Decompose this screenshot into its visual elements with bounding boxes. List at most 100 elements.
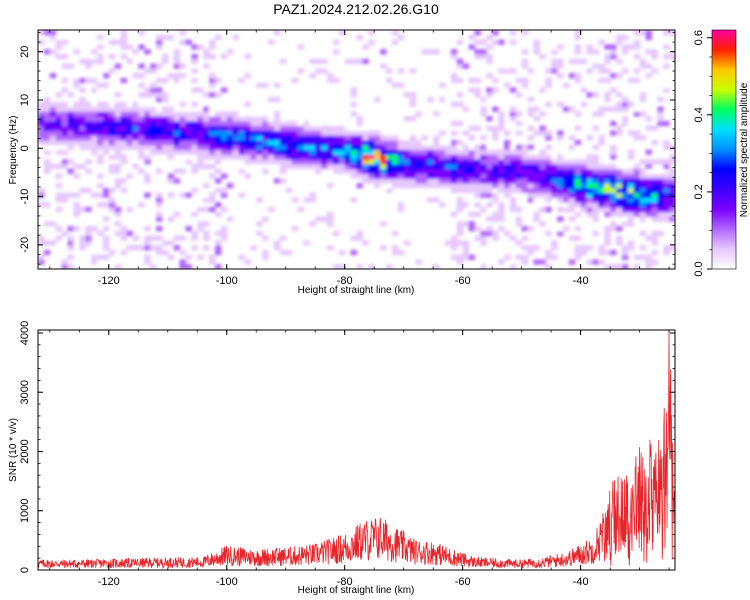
- heatmap-cell: [315, 173, 322, 179]
- heatmap-cell: [498, 211, 505, 218]
- heatmap-cell: [498, 163, 505, 170]
- heatmap-cell: [209, 139, 216, 146]
- heatmap-cell: [203, 163, 210, 170]
- heatmap-cell: [209, 111, 216, 117]
- heatmap-cell: [403, 240, 411, 246]
- heatmap-cell: [639, 63, 647, 69]
- heatmap-cell: [474, 87, 481, 93]
- heatmap-cell: [562, 159, 570, 165]
- heatmap-cell: [191, 44, 198, 50]
- heatmap-cell: [545, 182, 552, 189]
- heatmap-cell: [173, 106, 181, 112]
- heatmap-cell: [462, 240, 470, 246]
- heatmap-cell: [421, 135, 428, 141]
- heatmap-cell: [539, 154, 546, 160]
- heatmap-cell: [327, 144, 334, 151]
- heatmap-cell: [592, 63, 599, 69]
- heatmap-cell: [468, 178, 476, 184]
- heatmap-cell: [621, 254, 629, 261]
- heatmap-cell: [456, 92, 464, 98]
- heatmap-cell: [144, 240, 151, 246]
- heatmap-cell: [362, 159, 369, 165]
- heatmap-cell: [574, 163, 582, 170]
- heatmap-cell: [291, 130, 299, 136]
- heatmap-cell: [639, 159, 647, 165]
- heatmap-cell: [191, 111, 198, 117]
- heatmap-cell: [521, 154, 529, 160]
- heatmap-cell: [621, 116, 629, 122]
- heatmap-cell: [557, 159, 564, 165]
- heatmap-cell: [338, 159, 346, 165]
- heatmap-cell: [433, 135, 440, 141]
- heatmap-cell: [604, 187, 611, 194]
- heatmap-cell: [214, 187, 222, 194]
- heatmap-cell: [468, 225, 476, 232]
- heatmap-cell: [450, 211, 458, 218]
- heatmap-cell: [256, 125, 263, 131]
- heatmap-cell: [657, 192, 664, 198]
- heatmap-cell: [291, 135, 299, 141]
- heatmap-cell: [55, 44, 63, 50]
- heatmap-cell: [297, 68, 305, 74]
- heatmap-cell: [108, 206, 116, 213]
- heatmap-cell: [651, 216, 658, 222]
- heatmap-cell: [409, 116, 417, 122]
- heatmap-cell: [268, 139, 275, 146]
- heatmap-cell: [669, 173, 675, 179]
- snr-frame: [37, 329, 676, 571]
- heatmap-cell: [108, 149, 116, 155]
- heatmap-cell: [627, 101, 635, 108]
- heatmap-cell: [132, 245, 139, 251]
- heatmap-cell: [332, 125, 340, 131]
- heatmap-cell: [185, 135, 192, 141]
- heatmap-cell: [203, 63, 210, 69]
- heatmap-cell: [474, 163, 481, 170]
- heatmap-cell: [551, 178, 558, 184]
- heatmap-cell: [256, 149, 263, 155]
- heatmap-cell: [214, 264, 222, 269]
- heatmap-cell: [285, 163, 293, 170]
- heatmap-cell: [527, 168, 535, 174]
- heatmap-cell: [433, 49, 440, 55]
- heatmap-cell: [108, 163, 116, 170]
- heatmap-cell: [344, 135, 352, 141]
- heatmap-cell: [238, 120, 246, 127]
- heatmap-cell: [669, 168, 675, 174]
- heatmap-cell: [421, 154, 428, 160]
- heatmap-cell: [250, 130, 257, 136]
- heatmap-cell: [527, 163, 535, 170]
- heatmap-cell: [533, 168, 540, 174]
- heatmap-cell: [67, 235, 74, 241]
- heatmap-cell: [167, 125, 175, 131]
- heatmap-cell: [610, 73, 617, 79]
- heatmap-cell: [362, 130, 369, 136]
- heatmap-cell: [633, 254, 641, 261]
- heatmap-cell: [562, 173, 570, 179]
- heatmap-cell: [114, 120, 122, 127]
- heatmap-cell: [315, 159, 322, 165]
- heatmap-cell: [604, 168, 611, 174]
- heatmap-cell: [456, 149, 464, 155]
- heatmap-cell: [391, 30, 399, 36]
- heatmap-cell: [108, 144, 116, 151]
- heatmap-cell: [120, 34, 128, 41]
- heatmap-cell: [627, 178, 635, 184]
- heatmap-cell: [108, 116, 116, 122]
- heatmap-cell: [574, 178, 582, 184]
- heatmap-cell: [468, 77, 476, 84]
- heatmap-cell: [385, 130, 393, 136]
- heatmap-cell: [450, 101, 458, 108]
- heatmap-cell: [509, 235, 517, 241]
- heatmap-cell: [421, 144, 428, 151]
- heatmap-cell: [209, 173, 216, 179]
- heatmap-cell: [161, 92, 169, 98]
- heatmap-cell: [486, 73, 493, 79]
- heatmap-cell: [409, 139, 417, 146]
- heatmap-cell: [43, 130, 51, 136]
- heatmap-cell: [444, 159, 452, 165]
- heatmap-cell: [645, 192, 653, 198]
- heatmap-cell: [191, 235, 198, 241]
- heatmap-cell: [344, 149, 352, 155]
- heatmap-cell: [509, 264, 517, 269]
